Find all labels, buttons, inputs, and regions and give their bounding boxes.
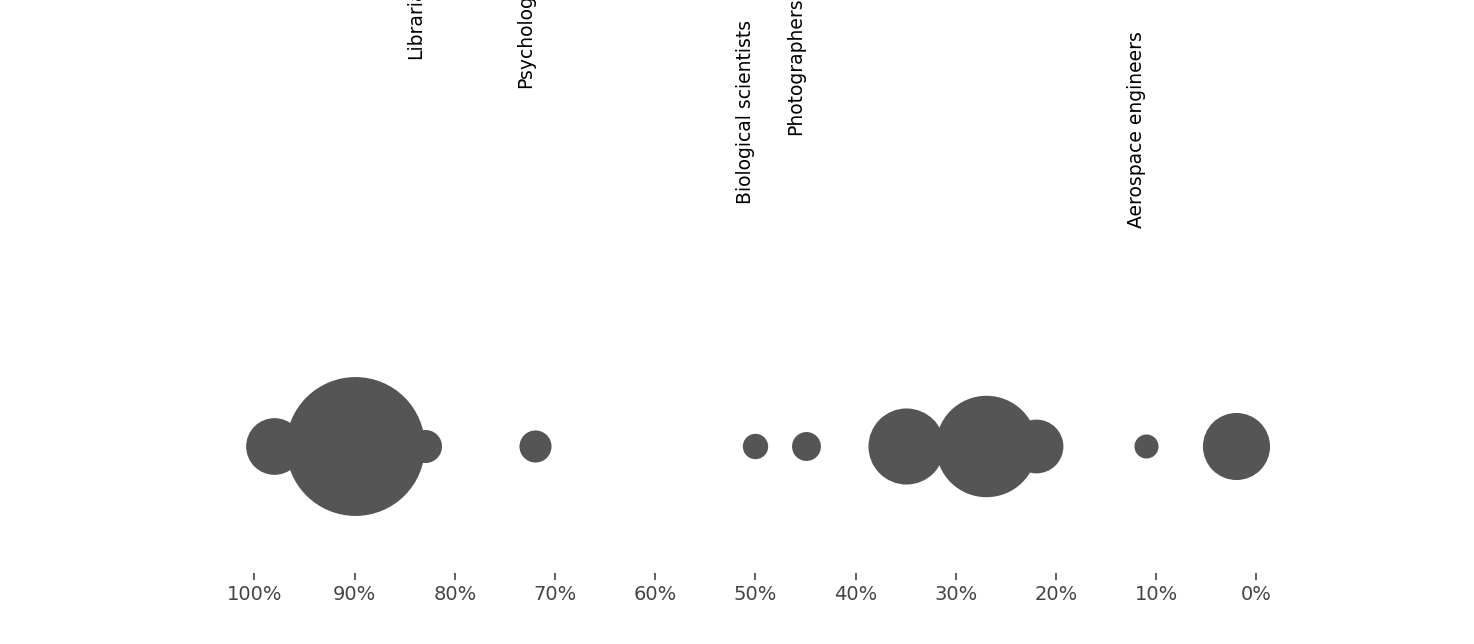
Point xyxy=(262,441,286,451)
Point xyxy=(523,441,547,451)
Point xyxy=(743,441,766,451)
Text: Biological scientists: Biological scientists xyxy=(737,21,755,204)
Text: Psychologists: Psychologists xyxy=(516,0,535,88)
Text: Librarians: Librarians xyxy=(405,0,425,59)
Point xyxy=(793,441,817,451)
Point xyxy=(1024,441,1048,451)
Point xyxy=(343,441,367,451)
Text: Photographers: Photographers xyxy=(787,0,805,135)
Point xyxy=(413,441,436,451)
Point xyxy=(974,441,998,451)
Point xyxy=(1135,441,1159,451)
Point xyxy=(893,441,917,451)
Text: Aerospace engineers: Aerospace engineers xyxy=(1128,31,1147,228)
Point xyxy=(1225,441,1248,451)
